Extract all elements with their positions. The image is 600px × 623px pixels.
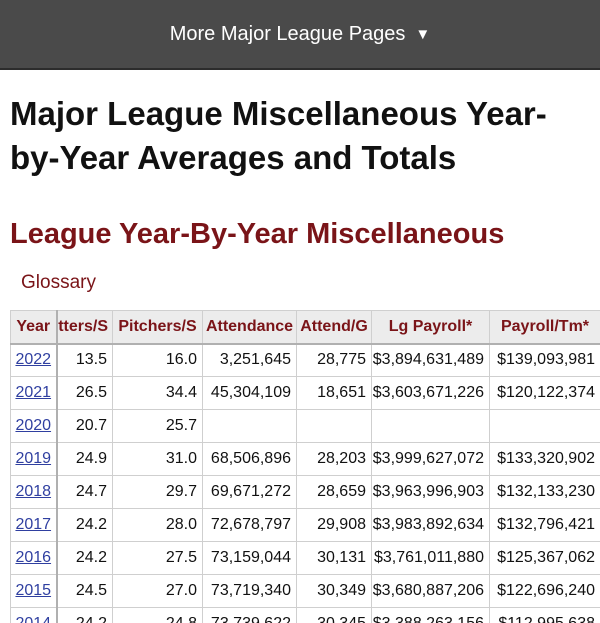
year-link[interactable]: 2017	[15, 516, 52, 533]
table-cell: 34.4	[112, 376, 203, 410]
table-cell: 29,908	[296, 508, 372, 542]
table-cell: 26.5	[56, 376, 113, 410]
section-title: League Year-By-Year Miscellaneous	[10, 218, 505, 250]
more-pages-label: More Major League Pages	[169, 22, 406, 45]
table-cell	[202, 409, 297, 443]
table-cell: 69,671,272	[202, 475, 297, 509]
table-cell: $120,122,374	[489, 376, 600, 410]
stats-table: Year tters/S Pitchers/S Attendance Attend/G L…	[10, 310, 600, 623]
year-link-cell[interactable]: 2021	[10, 376, 58, 410]
table-cell: 25.7	[112, 409, 203, 443]
more-pages-menu[interactable]: More Major League Pages ▼	[0, 0, 600, 68]
table-cell: 30,131	[296, 541, 372, 575]
table-cell: 18,651	[296, 376, 372, 410]
table-cell: 27.5	[112, 541, 203, 575]
table-cell: 24.7	[56, 475, 113, 509]
table-row: 2022 13.5 16.0 3,251,645 28,775 $3,894,631,48…	[10, 343, 600, 377]
table-cell: 31.0	[112, 442, 203, 476]
table-cell: $3,388,263,156	[371, 607, 490, 623]
table-cell: $3,680,887,206	[371, 574, 490, 608]
table-row: 2017 24.2 28.0 72,678,797 29,908 $3,983,892,6…	[10, 508, 600, 542]
year-link-cell[interactable]: 2015	[10, 574, 58, 608]
table-cell: 24.9	[56, 442, 113, 476]
table-cell: 30,345	[296, 607, 372, 623]
table-cell: 24.8	[112, 607, 203, 623]
table-row: 2019 24.9 31.0 68,506,896 28,203 $3,999,627,0…	[10, 442, 600, 476]
table-cell: 73,159,044	[202, 541, 297, 575]
table-cell: 45,304,109	[202, 376, 297, 410]
table-row: 2021 26.5 34.4 45,304,109 18,651 $3,603,671,2…	[10, 376, 600, 410]
table-cell: $122,696,240	[489, 574, 600, 608]
table-cell: 73,739,622	[202, 607, 297, 623]
year-link-cell[interactable]: 2020	[10, 409, 58, 443]
year-link-cell[interactable]: 2017	[10, 508, 58, 542]
table-cell: 20.7	[56, 409, 113, 443]
table-cell: 30,349	[296, 574, 372, 608]
year-link[interactable]: 2020	[15, 417, 52, 434]
table-cell: 24.2	[56, 508, 113, 542]
header-year[interactable]: Year	[10, 310, 58, 345]
table-row: 2018 24.7 29.7 69,671,272 28,659 $3,963,996,9…	[10, 475, 600, 509]
year-link-cell[interactable]: 2018	[10, 475, 58, 509]
table-cell: 27.0	[112, 574, 203, 608]
year-link[interactable]: 2015	[15, 582, 52, 599]
table-cell	[489, 409, 600, 443]
header-lg-payroll[interactable]: Lg Payroll*	[371, 310, 490, 345]
table-cell: $133,320,902	[489, 442, 600, 476]
stats-table-container[interactable]: Year tters/S Pitchers/S Attendance Attend/G L…	[10, 310, 600, 623]
table-row: 2020 20.7 25.7	[10, 409, 600, 443]
year-link[interactable]: 2014	[15, 615, 51, 623]
table-cell	[296, 409, 372, 443]
divider	[0, 68, 600, 70]
table-cell	[371, 409, 490, 443]
year-link-cell[interactable]: 2016	[10, 541, 58, 575]
glossary-toggle[interactable]: Glossary	[21, 272, 96, 293]
table-cell: 28,659	[296, 475, 372, 509]
table-row: 2014 24.224.873,739,62230,345$3,388,263,1…	[10, 607, 600, 623]
year-link[interactable]: 2018	[15, 483, 52, 500]
table-row: 2016 24.2 27.5 73,159,044 30,131 $3,761,011,8…	[10, 541, 600, 575]
table-cell: 16.0	[112, 343, 203, 377]
table-cell: 28.0	[112, 508, 203, 542]
table-cell: $3,963,996,903	[371, 475, 490, 509]
table-header-row: Year tters/S Pitchers/S Attendance Attend/G L…	[10, 310, 600, 345]
header-attendance[interactable]: Attendance	[202, 310, 297, 345]
table-cell: 13.5	[56, 343, 113, 377]
table-cell: $3,761,011,880	[371, 541, 490, 575]
table-row: 2015 24.5 27.0 73,719,340 30,349 $3,680,887,2…	[10, 574, 600, 608]
year-link-cell[interactable]: 2014	[10, 607, 58, 623]
table-cell: 29.7	[112, 475, 203, 509]
table-cell: 28,203	[296, 442, 372, 476]
table-cell: 68,506,896	[202, 442, 297, 476]
table-cell: 28,775	[296, 343, 372, 377]
table-cell: 72,678,797	[202, 508, 297, 542]
table-cell: $139,093,981	[489, 343, 600, 377]
table-cell: 24.2	[56, 541, 113, 575]
header-pitchers-per-season[interactable]: Pitchers/S	[112, 310, 203, 345]
table-cell: $125,367,062	[489, 541, 600, 575]
table-cell: $3,999,627,072	[371, 442, 490, 476]
table-cell: 24.2	[56, 607, 113, 623]
table-cell: $3,983,892,634	[371, 508, 490, 542]
table-cell: $3,603,671,226	[371, 376, 490, 410]
header-batters-per-season[interactable]: tters/S	[56, 310, 113, 345]
header-attend-per-game[interactable]: Attend/G	[296, 310, 372, 345]
year-link[interactable]: 2019	[15, 450, 52, 467]
table-cell: $3,894,631,489	[371, 343, 490, 377]
table-cell: 73,719,340	[202, 574, 297, 608]
year-link[interactable]: 2022	[15, 351, 52, 369]
table-cell: 24.5	[56, 574, 113, 608]
year-link-cell[interactable]: 2019	[10, 442, 58, 476]
table-cell: $132,133,230	[489, 475, 600, 509]
page-title: Major League Miscellaneous Year-by-Year …	[10, 95, 547, 176]
year-link-cell[interactable]: 2022	[10, 343, 58, 377]
table-cell: 3,251,645	[202, 343, 297, 377]
dropdown-arrow-icon: ▼	[415, 25, 431, 43]
table-cell: $112,995,638	[489, 607, 600, 623]
table-cell: $132,796,421	[489, 508, 600, 542]
year-link[interactable]: 2016	[15, 549, 52, 566]
year-link[interactable]: 2021	[15, 384, 52, 401]
header-payroll-per-team[interactable]: Payroll/Tm*	[489, 310, 600, 345]
